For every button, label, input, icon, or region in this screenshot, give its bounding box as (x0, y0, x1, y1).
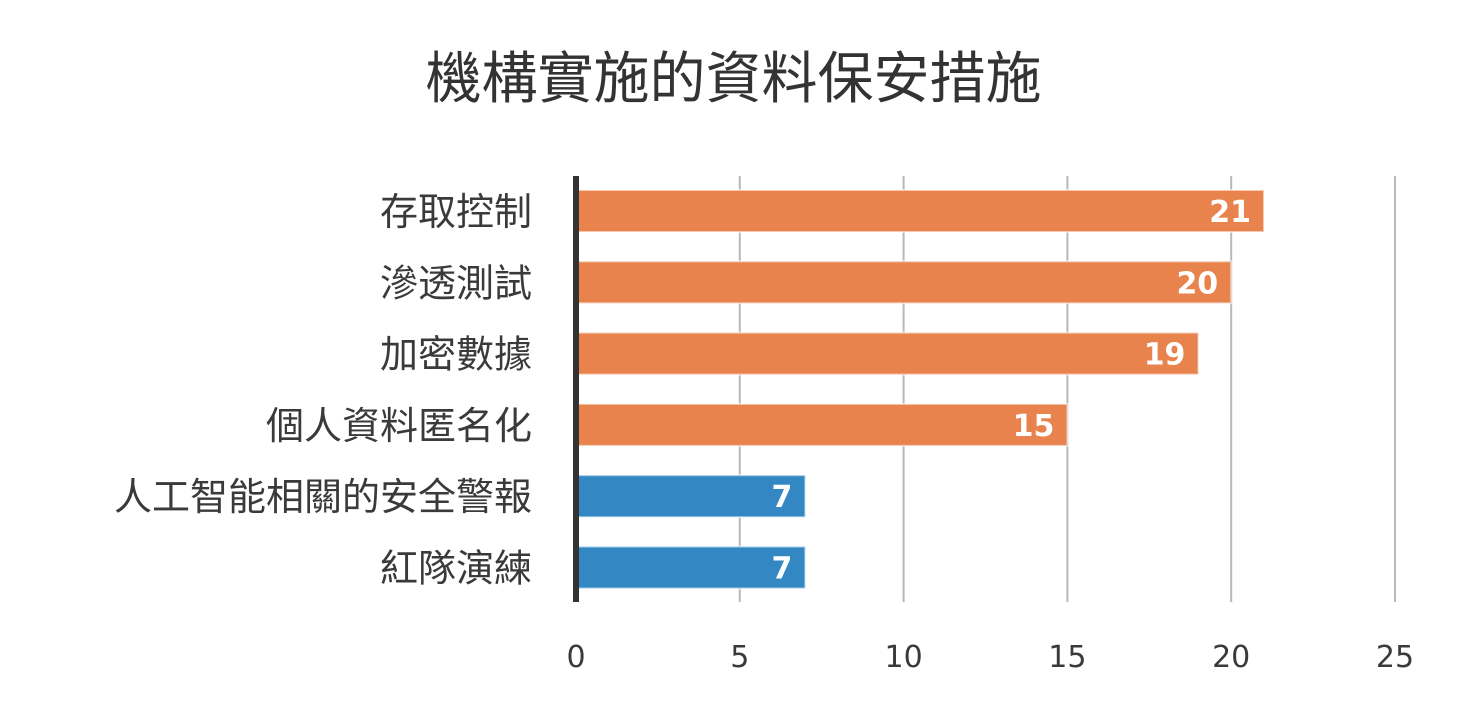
x-tick-label: 25 (1376, 640, 1414, 675)
category-label: 存取控制 (380, 190, 532, 234)
category-label: 加密數據 (380, 333, 532, 377)
data-labels: 21 20 19 15 7 7 (771, 195, 1251, 587)
x-tick-label: 20 (1212, 640, 1250, 675)
data-label: 20 (1176, 266, 1218, 301)
x-tick-label: 0 (566, 640, 585, 675)
bar (575, 545, 807, 590)
x-tick-labels: 0 5 10 15 20 25 (566, 640, 1414, 675)
data-label: 21 (1209, 195, 1251, 230)
bar (575, 331, 1200, 376)
data-label: 7 (771, 552, 792, 587)
gridlines (738, 176, 1396, 602)
category-label: 人工智能相關的安全警報 (114, 475, 532, 519)
x-tick-label: 10 (885, 640, 923, 675)
data-label: 7 (771, 480, 792, 515)
category-label: 紅隊演練 (380, 547, 532, 591)
chart-title: 機構實施的資料保安措施 (425, 47, 1042, 112)
bar (575, 260, 1233, 305)
x-tick-label: 15 (1048, 640, 1086, 675)
bar (575, 189, 1265, 233)
data-label: 15 (1013, 409, 1055, 444)
category-label: 滲透測試 (380, 261, 532, 305)
bars (575, 189, 1265, 590)
category-label: 個人資料匿名化 (266, 404, 532, 448)
bar (575, 402, 1069, 447)
x-tick-label: 5 (730, 640, 749, 675)
data-label: 19 (1144, 338, 1186, 373)
